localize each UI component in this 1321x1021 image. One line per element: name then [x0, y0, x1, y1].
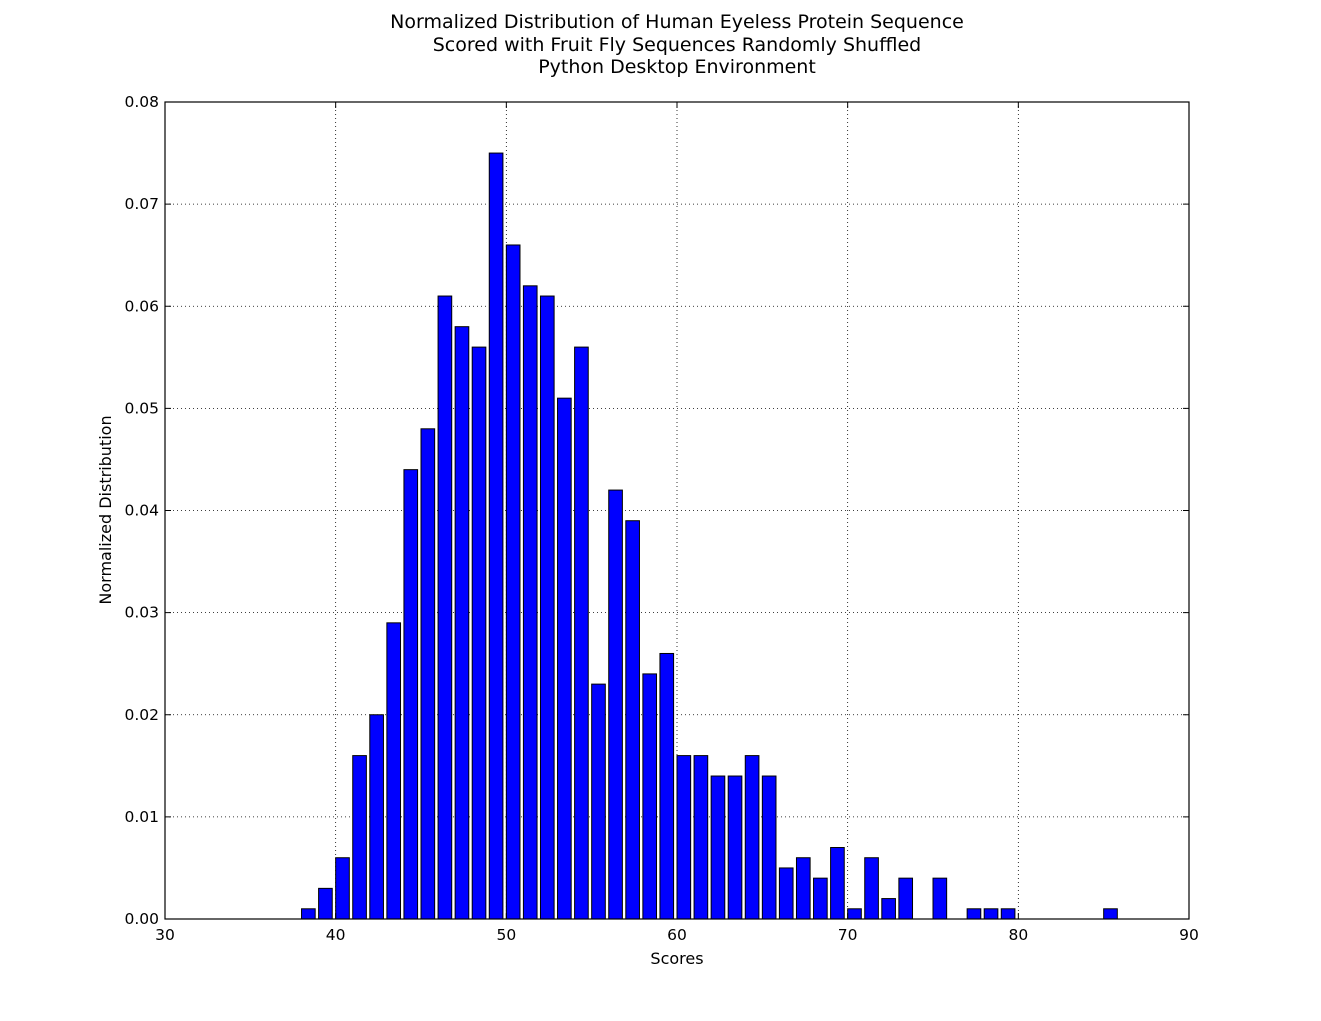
- x-tick-label: 70: [838, 926, 858, 944]
- bar: [471, 346, 487, 920]
- bar: [864, 857, 879, 920]
- bar: [847, 908, 862, 920]
- bar: [403, 469, 419, 920]
- bar: [778, 867, 794, 920]
- title-line-1: Normalized Distribution of Human Eyeless…: [390, 11, 964, 33]
- axis-ticks: 30 40 50 60 70 80 90 0.00 0.01 0.02 0.03 0.04 0.05 0.…: [124, 93, 1198, 944]
- bar: [983, 908, 999, 920]
- y-tick-label: 0.06: [124, 297, 159, 315]
- y-tick-label: 0.08: [124, 93, 159, 111]
- bar: [932, 877, 948, 920]
- y-tick-label: 0.05: [124, 399, 159, 417]
- y-tick-label: 0.02: [124, 706, 159, 724]
- x-tick-label: 90: [1179, 926, 1199, 944]
- x-tick-label: 60: [667, 926, 687, 944]
- bar: [352, 755, 367, 920]
- y-tick-label: 0.03: [124, 604, 159, 622]
- bar: [881, 898, 896, 920]
- bars: [301, 152, 1118, 920]
- bar: [574, 346, 589, 920]
- bar: [386, 622, 402, 920]
- title-line-3: Python Desktop Environment: [538, 56, 816, 78]
- title-line-2: Scored with Fruit Fly Sequences Randomly…: [433, 34, 921, 56]
- bar: [539, 295, 555, 920]
- x-axis-label: Scores: [650, 949, 703, 968]
- bar: [488, 152, 504, 920]
- y-axis-label: Normalized Distribution: [96, 415, 115, 604]
- bar: [591, 683, 606, 920]
- y-tick-label: 0.04: [124, 502, 159, 520]
- bar: [727, 775, 743, 920]
- bar: [301, 908, 316, 920]
- bar: [437, 295, 453, 920]
- x-tick-label: 30: [155, 926, 175, 944]
- bar: [505, 244, 521, 920]
- y-tick-label: 0.00: [124, 910, 159, 928]
- bar: [966, 908, 982, 920]
- bar: [454, 326, 470, 920]
- bar: [710, 775, 726, 920]
- bar: [625, 520, 640, 920]
- bar: [369, 714, 384, 920]
- chart-title: Normalized Distribution of Human Eyeless…: [390, 11, 964, 78]
- bar: [557, 397, 572, 920]
- y-tick-label: 0.01: [124, 808, 159, 826]
- bar: [1000, 908, 1016, 920]
- bar: [642, 673, 658, 920]
- x-tick-label: 80: [1008, 926, 1028, 944]
- bar: [608, 489, 623, 920]
- y-tick-label: 0.07: [124, 195, 159, 213]
- bar: [676, 755, 692, 920]
- bar: [813, 877, 828, 920]
- bar: [420, 428, 436, 920]
- x-tick-label: 40: [326, 926, 346, 944]
- x-tick-label: 50: [496, 926, 516, 944]
- bar: [522, 285, 538, 920]
- bar: [318, 887, 333, 920]
- bar: [659, 652, 675, 920]
- bar: [795, 857, 811, 920]
- bar: [1103, 908, 1118, 920]
- bar: [744, 755, 760, 920]
- bar: [335, 857, 350, 920]
- bar: [761, 775, 777, 920]
- bar: [693, 755, 709, 920]
- bar: [830, 847, 845, 920]
- bar: [898, 877, 914, 920]
